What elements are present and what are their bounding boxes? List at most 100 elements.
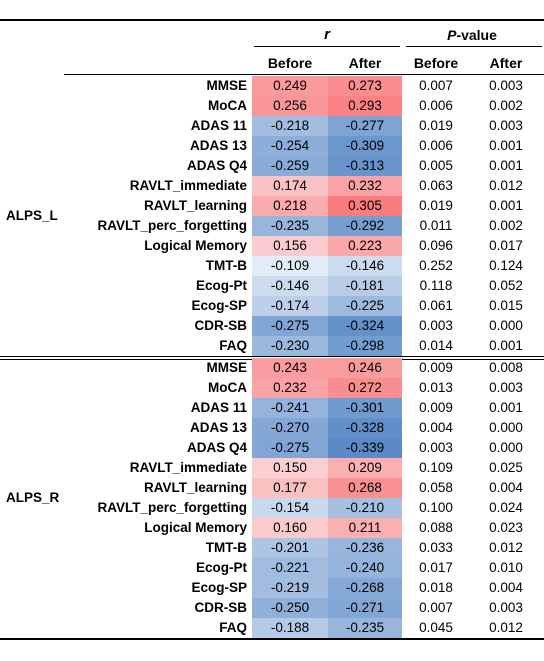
p-cell: 0.023: [489, 520, 523, 535]
p-cell: 0.018: [419, 580, 453, 595]
r-cell: -0.275: [252, 438, 328, 458]
p-cell: 0.001: [489, 158, 523, 173]
r-cell: -0.225: [328, 296, 402, 316]
r-cell: -0.221: [252, 558, 328, 578]
bottom-rule: [0, 638, 544, 640]
row-label: TMT-B: [205, 540, 247, 555]
r-cell: -0.275: [252, 316, 328, 336]
row-label: RAVLT_perc_forgetting: [97, 500, 247, 515]
p-cell: 0.003: [489, 380, 523, 395]
r-cell: -0.146: [252, 276, 328, 296]
p-cell: 0.004: [489, 580, 523, 595]
p-cell: 0.088: [419, 520, 453, 535]
r-cell: 0.268: [328, 478, 402, 498]
p-cell: 0.009: [419, 360, 453, 375]
row-label: MMSE: [206, 360, 248, 375]
row-label: ADAS 11: [190, 118, 247, 133]
group-label: ALPS_R: [6, 490, 60, 505]
row-label: RAVLT_immediate: [129, 460, 247, 475]
p-cell: 0.007: [419, 600, 453, 615]
r-cell: -0.339: [328, 438, 402, 458]
r-cell: -0.236: [328, 538, 402, 558]
p-cell: 0.002: [489, 218, 523, 233]
p-cell: 0.012: [489, 540, 523, 555]
p-cell: 0.001: [489, 198, 523, 213]
p-cell: 0.007: [419, 78, 453, 93]
header-p-before: Before: [413, 55, 459, 71]
p-cell: 0.118: [419, 278, 453, 293]
r-cell: 0.156: [252, 236, 328, 256]
row-label: Logical Memory: [144, 238, 247, 253]
row-label: RAVLT_learning: [143, 480, 247, 495]
r-cell: 0.249: [252, 76, 328, 96]
r-cell: -0.188: [252, 618, 328, 638]
r-cell: -0.270: [252, 418, 328, 438]
p-cell: 0.017: [419, 560, 453, 575]
row-label: TMT-B: [205, 258, 247, 273]
header-r-label: r: [324, 26, 330, 43]
r-cell: -0.218: [252, 116, 328, 136]
row-label: Logical Memory: [144, 520, 247, 535]
r-cell: -0.250: [252, 598, 328, 618]
p-cell: 0.006: [419, 138, 453, 153]
r-cell: -0.181: [328, 276, 402, 296]
p-cell: 0.063: [419, 178, 453, 193]
row-label: ADAS Q4: [186, 158, 247, 173]
r-cell: -0.268: [328, 578, 402, 598]
row-label: Ecog-Pt: [195, 560, 247, 575]
r-cell: -0.219: [252, 578, 328, 598]
r-cell: 0.160: [252, 518, 328, 538]
r-cell: 0.209: [328, 458, 402, 478]
r-cell: 0.243: [252, 358, 328, 378]
p-cell: 0.015: [489, 298, 523, 313]
p-cell: 0.045: [419, 620, 453, 635]
header-p-value: P-value: [402, 23, 542, 47]
row-label: Ecog-Pt: [195, 278, 247, 293]
r-cell: -0.324: [328, 316, 402, 336]
r-cell: 0.256: [252, 96, 328, 116]
r-cell: -0.292: [328, 216, 402, 236]
row-label: CDR-SB: [194, 600, 248, 615]
p-cell: 0.003: [489, 600, 523, 615]
r-cell: -0.174: [252, 296, 328, 316]
r-cell: -0.259: [252, 156, 328, 176]
r-cell: -0.271: [328, 598, 402, 618]
row-label: FAQ: [219, 620, 247, 635]
r-cell: -0.210: [328, 498, 402, 518]
p-cell: 0.009: [419, 400, 453, 415]
p-cell: 0.004: [489, 480, 523, 495]
group-label: ALPS_L: [6, 208, 58, 223]
r-cell: 0.273: [328, 76, 402, 96]
r-cell: 0.223: [328, 236, 402, 256]
p-cell: 0.011: [419, 218, 453, 233]
row-label: MoCA: [208, 380, 247, 395]
r-cell: 0.272: [328, 378, 402, 398]
header-rule-p: [406, 46, 542, 47]
p-cell: 0.109: [419, 460, 453, 475]
r-cell: -0.235: [328, 618, 402, 638]
p-cell: 0.005: [419, 158, 453, 173]
r-cell: 0.232: [252, 378, 328, 398]
row-label: ADAS Q4: [186, 440, 247, 455]
p-cell: 0.000: [489, 440, 523, 455]
r-cell: -0.235: [252, 216, 328, 236]
header-p-italic: P: [447, 27, 457, 43]
header-r-before: Before: [267, 55, 313, 71]
r-cell: -0.109: [252, 256, 328, 276]
p-cell: 0.013: [419, 380, 453, 395]
r-cell: 0.232: [328, 176, 402, 196]
p-cell: 0.002: [489, 98, 523, 113]
r-cell: 0.246: [328, 358, 402, 378]
r-cell: -0.230: [252, 336, 328, 356]
p-cell: 0.000: [489, 318, 523, 333]
p-cell: 0.096: [419, 238, 453, 253]
r-cell: 0.177: [252, 478, 328, 498]
p-cell: 0.033: [419, 540, 453, 555]
row-label: Ecog-SP: [191, 298, 247, 313]
p-cell: 0.124: [489, 258, 523, 273]
p-cell: 0.003: [419, 440, 453, 455]
top-rule: [0, 19, 544, 21]
p-cell: 0.100: [419, 500, 453, 515]
p-cell: 0.010: [489, 560, 523, 575]
